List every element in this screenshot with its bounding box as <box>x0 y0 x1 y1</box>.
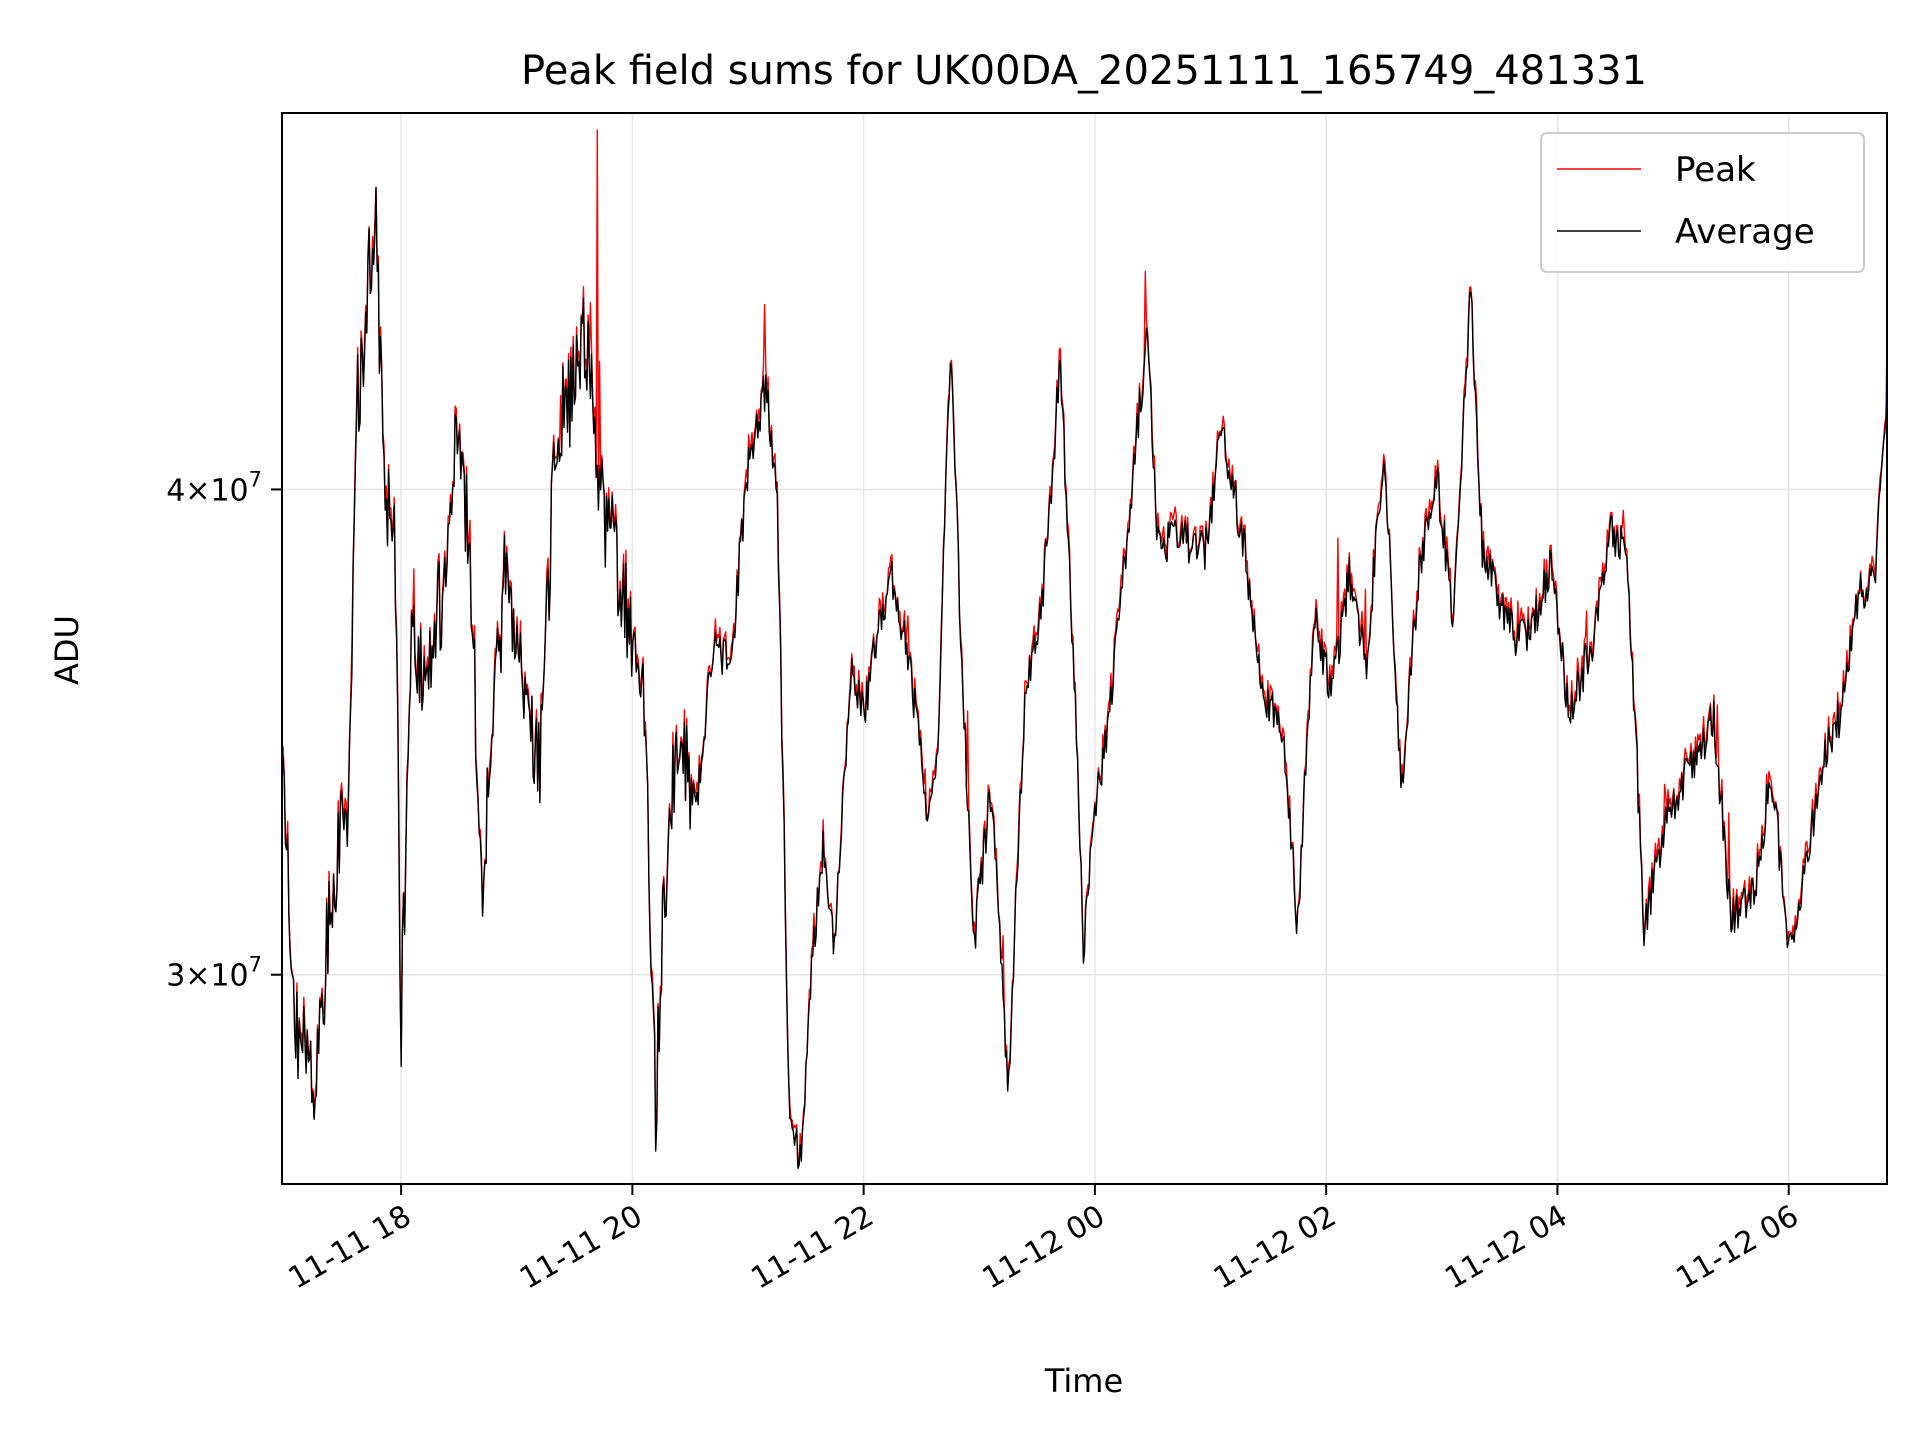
legend-box <box>1540 132 1865 273</box>
x-tick-label: 11-12 00 <box>977 1199 1111 1297</box>
x-tick-label: 11-11 22 <box>745 1199 879 1297</box>
y-tick-label: 3×107 <box>166 953 262 994</box>
legend-label-peak: Peak <box>1675 150 1756 190</box>
plot-frame <box>281 112 1888 1185</box>
grid <box>282 113 1887 1184</box>
x-tick-label: 11-12 04 <box>1439 1199 1573 1297</box>
y-tick-label: 4×107 <box>166 467 262 508</box>
x-tick-label: 11-11 20 <box>514 1199 648 1297</box>
y-axis: 3×107 4×107 <box>166 467 282 994</box>
legend-label-average: Average <box>1675 212 1815 252</box>
x-axis: 11-11 18 11-11 20 11-11 22 11-12 00 11-12 02… <box>283 1184 1805 1296</box>
plot-lines <box>282 129 1887 1170</box>
legend: Peak Average <box>1540 132 1865 273</box>
series-line-peak <box>282 129 1887 1167</box>
x-tick-label: 11-11 18 <box>283 1199 417 1297</box>
x-axis-title: Time <box>1044 1362 1123 1400</box>
x-tick-label: 11-12 02 <box>1208 1199 1342 1297</box>
x-tick-label: 11-12 06 <box>1670 1199 1804 1297</box>
chart-title: Peak field sums for UK00DA_20251111_1657… <box>521 48 1647 94</box>
series-line-average <box>282 187 1887 1170</box>
y-axis-title: ADU <box>48 615 86 685</box>
